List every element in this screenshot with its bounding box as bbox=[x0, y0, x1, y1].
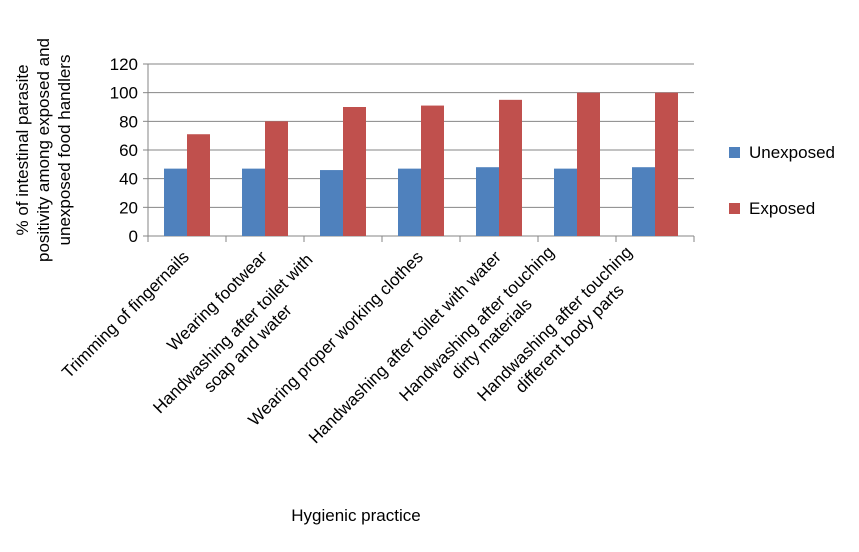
y-axis-label: % of intestinal parasite positivity among… bbox=[13, 38, 74, 262]
legend-label-exposed: Exposed bbox=[749, 199, 815, 218]
bar-exposed-1 bbox=[187, 134, 210, 236]
bar-unexposed-5 bbox=[476, 167, 499, 236]
legend-swatch-unexposed bbox=[729, 147, 740, 158]
bar-unexposed-6 bbox=[554, 168, 577, 236]
bar-exposed-4 bbox=[421, 105, 444, 236]
bar-exposed-2 bbox=[265, 121, 288, 236]
legend: Unexposed Exposed bbox=[729, 143, 835, 218]
y-axis-label-line: positivity among exposed and bbox=[34, 38, 53, 262]
bar-exposed-6 bbox=[577, 92, 600, 237]
bar-exposed-7 bbox=[655, 92, 678, 237]
y-tick-labels: 0 20 40 60 80 100 120 bbox=[110, 55, 138, 246]
y-axis-label-line: % of intestinal parasite bbox=[13, 64, 32, 235]
bars bbox=[164, 92, 678, 237]
y-tick-label: 0 bbox=[129, 227, 138, 246]
y-tick-label: 60 bbox=[119, 141, 138, 160]
bar-unexposed-3 bbox=[320, 170, 343, 236]
bar-unexposed-1 bbox=[164, 168, 187, 236]
bar-unexposed-7 bbox=[632, 167, 655, 236]
legend-swatch-exposed bbox=[729, 203, 740, 214]
y-axis-label-group: % of intestinal parasite positivity among… bbox=[13, 38, 74, 262]
y-tick-label: 100 bbox=[110, 84, 138, 103]
y-tick-label: 120 bbox=[110, 55, 138, 74]
y-tick-label: 40 bbox=[119, 170, 138, 189]
bar-unexposed-4 bbox=[398, 168, 421, 236]
bar-unexposed-2 bbox=[242, 168, 265, 236]
x-category-label-line: Trimming of fingernails bbox=[58, 247, 193, 382]
y-axis-label-line: unexposed food handlers bbox=[55, 55, 74, 246]
y-tick-label: 80 bbox=[119, 112, 138, 131]
x-axis-label: Hygienic practice bbox=[291, 506, 420, 525]
bar-exposed-3 bbox=[343, 107, 366, 236]
y-tick-label: 20 bbox=[119, 198, 138, 217]
bar-exposed-5 bbox=[499, 99, 522, 236]
legend-label-unexposed: Unexposed bbox=[749, 143, 835, 162]
x-category-label: Trimming of fingernails bbox=[58, 247, 193, 382]
